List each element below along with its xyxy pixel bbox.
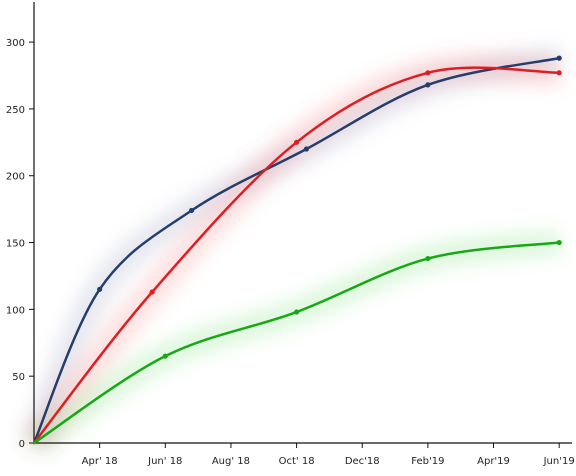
series-2-point <box>556 70 562 76</box>
y-tick-label: 200 <box>6 172 25 183</box>
x-tick-label: Jun' 18 <box>147 456 182 467</box>
series-2-point <box>425 70 431 76</box>
y-tick-label: 0 <box>19 439 25 450</box>
y-tick-label: 100 <box>6 305 25 316</box>
x-tick-label: Apr'19 <box>477 456 510 467</box>
series-1-point <box>188 207 195 214</box>
series-1-line <box>32 56 561 445</box>
series-3-point <box>556 239 562 246</box>
y-tick-label: 250 <box>6 105 25 116</box>
series-3-point <box>425 255 431 262</box>
y-tick-label: 50 <box>12 372 25 383</box>
series-2-line <box>32 66 561 445</box>
series-1-point <box>556 55 562 61</box>
x-tick-label: Jun'19 <box>543 456 575 467</box>
series-1-point <box>425 82 431 88</box>
series-1-point <box>97 286 103 292</box>
x-tick-label: Dec'18 <box>345 456 380 467</box>
series-2-point <box>293 139 300 145</box>
y-tick-label: 300 <box>6 38 25 49</box>
x-tick-label: Apr' 18 <box>82 456 118 467</box>
y-tick-label: 150 <box>6 239 25 250</box>
series-3-point <box>162 353 168 359</box>
x-tick-label: Oct' 18 <box>279 456 315 467</box>
series-2-point <box>149 289 155 295</box>
series-3-point <box>293 309 300 315</box>
x-tick-label: Feb'19 <box>411 456 444 467</box>
series-1-point <box>303 146 310 152</box>
x-tick-label: Aug' 18 <box>212 456 250 467</box>
axes: 0 50 100 150 200 250 300 Apr' 18 Jun' 18 Aug' 18 O… <box>6 2 575 467</box>
series-points <box>97 55 562 359</box>
